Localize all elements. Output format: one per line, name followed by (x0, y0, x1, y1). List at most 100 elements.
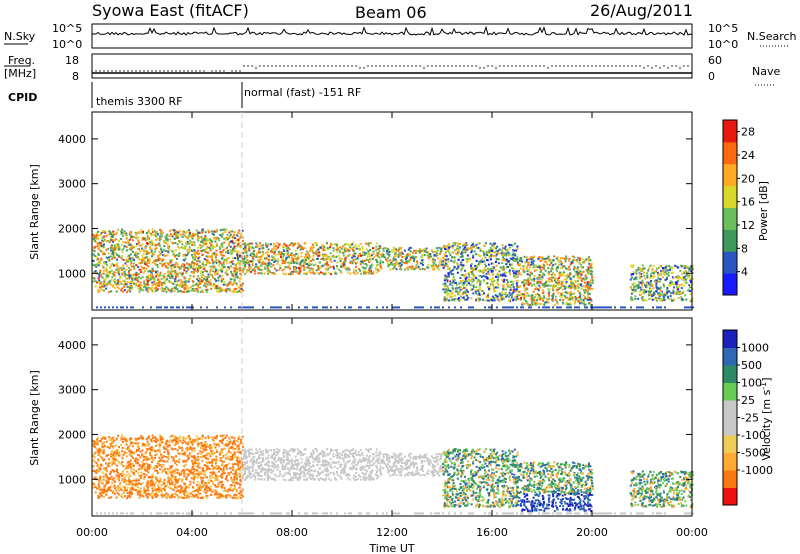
power-cell (364, 270, 367, 273)
power-cell (238, 269, 241, 272)
power-cell (262, 306, 264, 309)
power-cell (587, 295, 590, 298)
power-cell (120, 244, 123, 247)
power-cell (235, 273, 238, 276)
power-cell (286, 249, 289, 252)
power-cell (580, 263, 583, 266)
power-cell (550, 270, 553, 273)
velocity-cell (152, 484, 155, 487)
velocity-cell (113, 477, 116, 480)
power-cell (210, 273, 213, 276)
power-cell (588, 257, 590, 260)
power-cell (123, 280, 126, 283)
power-cell (274, 306, 276, 309)
power-cell (568, 258, 571, 260)
power-cell (508, 291, 511, 294)
power-cell (533, 255, 536, 258)
power-cell (465, 289, 468, 292)
power-cell (651, 298, 654, 301)
power-cell (268, 259, 271, 262)
power-cell (423, 247, 426, 250)
power-cell (214, 231, 217, 234)
freq-point (171, 70, 173, 72)
power-cell (327, 257, 330, 260)
power-cell (217, 237, 220, 240)
power-cell (202, 261, 205, 264)
power-cell (122, 247, 125, 250)
power-cell (139, 262, 142, 265)
power-cell (139, 286, 142, 289)
power-cell (199, 244, 202, 247)
power-cell (457, 297, 460, 300)
power-cell (379, 253, 382, 256)
power-cell (191, 287, 194, 290)
power-cell (501, 298, 504, 301)
power-cell (120, 232, 123, 235)
power-cell (266, 270, 269, 273)
power-cell (335, 248, 338, 251)
power-cell (326, 261, 329, 264)
power-cell (491, 278, 494, 281)
power-cell (259, 251, 261, 254)
power-cell (237, 250, 240, 253)
power-cell (199, 279, 202, 282)
power-cell (102, 283, 105, 286)
power-cell (101, 272, 104, 275)
power-cell (667, 271, 670, 274)
power-cell (547, 288, 550, 291)
power-cell (530, 301, 533, 304)
power-cell (169, 229, 171, 232)
power-cell (548, 294, 551, 297)
power-cell (501, 268, 504, 271)
power-cell (270, 272, 273, 274)
power-cell (553, 274, 556, 276)
power-cell (211, 258, 213, 261)
power-cell (272, 255, 275, 258)
power-cell (389, 268, 392, 271)
power-cell (577, 272, 580, 275)
power-cell (539, 256, 542, 259)
power-cell (513, 288, 516, 291)
power-cell (526, 267, 528, 270)
power-cell (248, 263, 251, 266)
power-cell (585, 286, 588, 289)
power-cell (638, 281, 641, 284)
power-cell (180, 267, 183, 270)
power-cell (307, 264, 310, 267)
power-cell (199, 286, 202, 289)
power-cell (523, 296, 526, 299)
velocity-cell (102, 446, 105, 449)
power-cell (356, 272, 359, 275)
power-cell (295, 270, 298, 273)
power-cell (275, 245, 278, 248)
freq-point (379, 65, 381, 67)
power-cell (472, 267, 475, 270)
power-cell (287, 247, 290, 249)
power-cell (228, 242, 231, 245)
power-cell (206, 270, 209, 273)
power-cell (250, 242, 253, 245)
power-cell (165, 236, 168, 239)
power-cell (660, 294, 663, 296)
power-cell (632, 264, 635, 267)
power-cell (481, 261, 484, 263)
power-cell (175, 235, 178, 237)
power-cell (146, 234, 149, 237)
power-cell (630, 296, 633, 299)
power-cell (284, 266, 287, 269)
power-cell (515, 249, 518, 252)
power-cell (371, 257, 374, 260)
power-cell (223, 237, 226, 240)
freq-point (667, 67, 669, 69)
freq-point (607, 65, 609, 67)
power-cell (464, 249, 467, 252)
power-cell (511, 244, 514, 247)
power-cell (465, 293, 468, 296)
power-cell (158, 254, 161, 257)
power-cell (650, 272, 653, 275)
power-cell (230, 272, 233, 275)
power-cell (170, 264, 173, 267)
power-cell (460, 306, 462, 309)
power-cell (534, 293, 537, 296)
power-cell (370, 269, 373, 272)
